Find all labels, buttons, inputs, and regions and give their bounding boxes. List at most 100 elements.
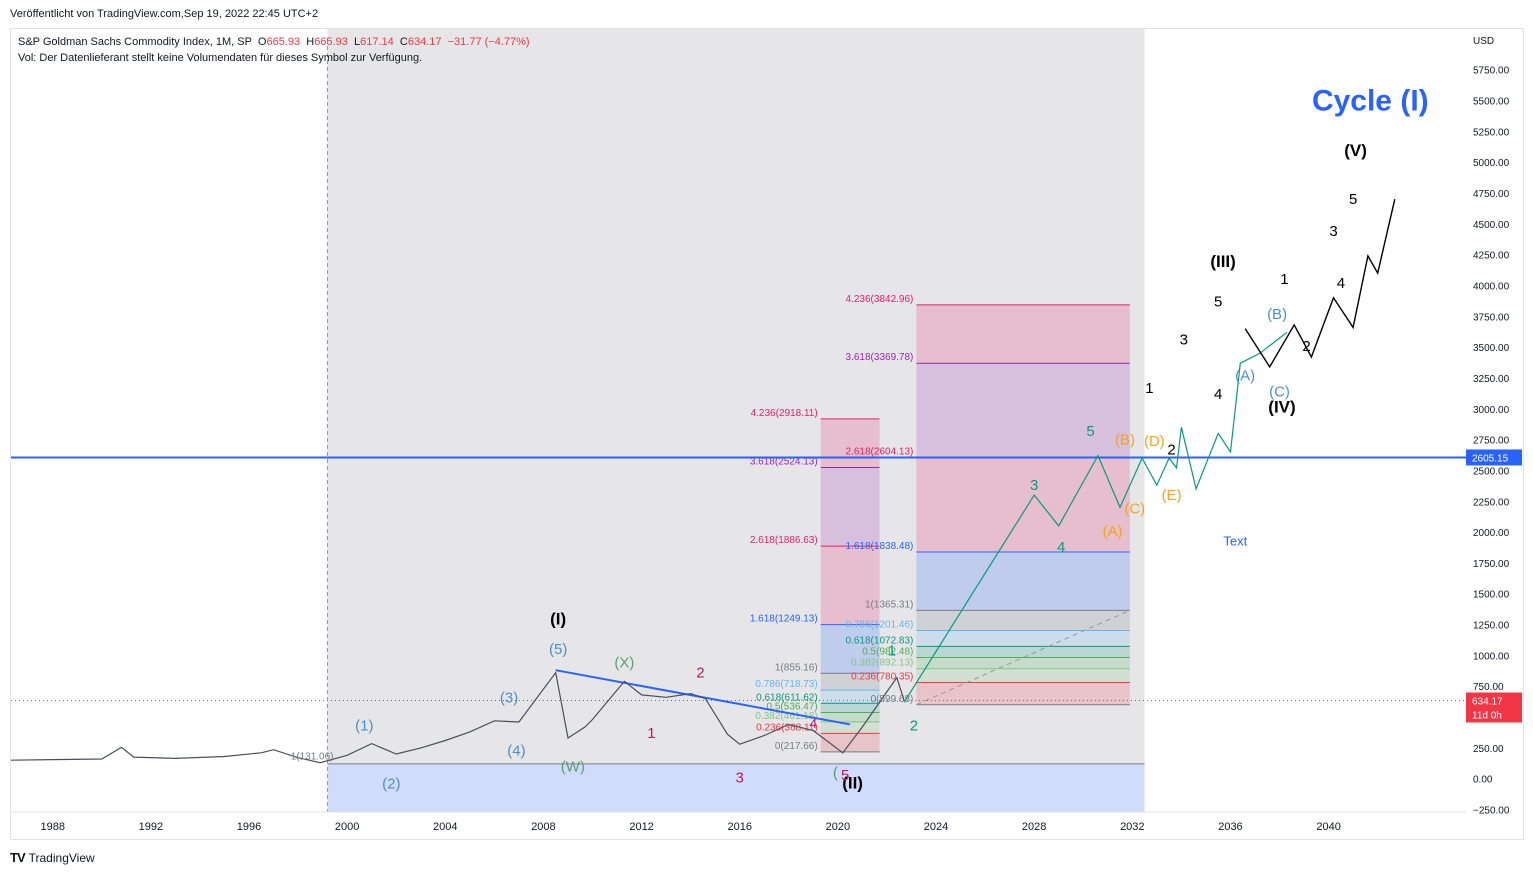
currency-label: USD <box>1473 36 1494 47</box>
wave-label: 2 <box>1167 441 1175 458</box>
wave-label: 3 <box>1030 477 1038 494</box>
wave-label: 4 <box>810 716 817 731</box>
published-note: Veröffentlicht von TradingView.com,Sep 1… <box>10 8 319 20</box>
last-price-tag <box>1466 692 1522 723</box>
x-tick-label: 2008 <box>531 821 555 833</box>
wave-label: 5 <box>1349 191 1357 208</box>
wave-label: (D) <box>1144 433 1165 450</box>
fib-right-level-label: 0.382(892.13) <box>851 658 913 669</box>
wave-label: (B) <box>1115 432 1135 449</box>
wave-label: (1) <box>355 718 373 735</box>
fib-right-level-label: 1(1365.31) <box>865 599 913 610</box>
x-tick-label: 2036 <box>1218 821 1242 833</box>
projection-path <box>903 331 1288 703</box>
fib-left-level-label: 0.618(611.62) <box>756 692 818 703</box>
fib-left-level-label: 3.618(2524.13) <box>750 456 818 467</box>
y-tick-label: 250.00 <box>1473 744 1504 755</box>
fib-right-level-label: 0.5(982.48) <box>862 647 913 658</box>
brand-name: TradingView <box>28 850 95 865</box>
wave-label: 1 <box>1280 271 1288 288</box>
wave-label: 1 <box>1145 380 1153 397</box>
wave-label: 2 <box>910 718 918 735</box>
fib-left-zone <box>820 467 880 547</box>
last-price-value: 634.17 <box>1472 697 1503 708</box>
fib-right-level-label: 0.618(1072.83) <box>846 635 914 646</box>
y-tick-label: −250.00 <box>1473 806 1510 817</box>
fib-left-level-label: 0.5(536.47) <box>767 702 818 713</box>
fib-right-zone <box>916 682 1130 705</box>
wave-label: 3 <box>1329 223 1337 240</box>
fib-left-level-label: 0.382(461.18) <box>755 711 817 722</box>
wave-label: ( <box>833 764 838 781</box>
wave-label: (C) <box>1124 501 1145 518</box>
wave-label: (W) <box>561 758 585 775</box>
wave-label: (I) <box>550 610 566 629</box>
wave-label: 4 <box>1337 275 1345 292</box>
y-tick-label: 4250.00 <box>1473 251 1510 262</box>
wave-label: (II) <box>842 774 863 793</box>
wave-label: (E) <box>1162 487 1182 504</box>
close-value: 634.17 <box>407 36 442 48</box>
y-tick-label: 5500.00 <box>1473 97 1510 108</box>
fib-right-zone <box>916 610 1130 631</box>
wave-label: Text <box>1223 534 1247 549</box>
y-tick-label: 750.00 <box>1473 682 1504 693</box>
fib-right-level-label: 4.236(3842.96) <box>846 294 914 305</box>
fib-left-level-label: 1(855.16) <box>775 662 818 673</box>
fib-left-level-label: 4.236(2918.11) <box>751 408 818 419</box>
y-tick-label: 4000.00 <box>1473 281 1510 292</box>
y-tick-label: 5250.00 <box>1473 127 1510 138</box>
fib-left-level-label: 0.236(368.11) <box>756 722 818 733</box>
fib-right-zone <box>916 304 1130 364</box>
symbol-name: S&P Goldman Sachs Commodity Index, 1M, S… <box>18 36 252 48</box>
wave-label: (2) <box>382 776 400 793</box>
wave-label: (A) <box>1235 367 1255 384</box>
wave-label: (5) <box>549 641 567 658</box>
wave-label: (B) <box>1267 306 1287 323</box>
low-value: 617.14 <box>360 36 394 48</box>
high-label: H <box>306 36 315 48</box>
wave-label: (X) <box>614 655 634 672</box>
fib-right-zone <box>916 630 1130 647</box>
x-tick-label: 2012 <box>629 821 653 833</box>
tradingview-logo[interactable]: TV TradingView <box>10 850 95 865</box>
wave-label: (IV) <box>1268 397 1295 416</box>
fib-left-level-label: 2.618(1886.63) <box>750 535 818 546</box>
fib-left-zone <box>820 703 880 713</box>
horizontal-line-value: 2605.15 <box>1472 453 1509 464</box>
y-tick-label: 5000.00 <box>1473 158 1510 169</box>
wave-label-layer: 1(131.06)Cycle (I)(V)53412(III)53412(IV)… <box>291 84 1429 792</box>
fib-left-zone <box>820 624 880 674</box>
fib-right-zone <box>916 657 1130 669</box>
y-tick-label: 3500.00 <box>1473 343 1510 354</box>
fib-left-level-label: 0.786(718.73) <box>755 679 817 690</box>
x-tick-label: 1996 <box>237 821 261 833</box>
wave-label: 5 <box>1086 423 1094 440</box>
fib-right-zone <box>916 646 1130 658</box>
y-tick-label: 2750.00 <box>1473 436 1510 447</box>
y-tick-label: 2250.00 <box>1473 497 1510 508</box>
tradingview-logo-icon: TV <box>10 850 26 865</box>
y-tick-label: 5750.00 <box>1473 66 1510 77</box>
gray-region <box>327 29 1145 764</box>
price-series <box>10 671 905 764</box>
fib-left-zone <box>820 721 880 734</box>
fib-left-level-label: 0(217.66) <box>775 741 818 752</box>
last-price-countdown: 11d 0h <box>1472 711 1502 722</box>
fib-right-zone <box>916 363 1130 458</box>
background-layer <box>327 29 1145 812</box>
blue-band <box>327 763 1145 812</box>
fib-layer: 4.236(2918.11) 3.618(2524.13) 2.618(1886.6… <box>750 294 1131 753</box>
x-tick-label: 2004 <box>433 821 457 833</box>
fib-right-zone <box>916 552 1130 611</box>
fib-diagonal <box>916 609 1131 706</box>
high-value: 665.93 <box>314 36 348 48</box>
wave-label: 2 <box>696 665 704 682</box>
fib-left-zone <box>820 418 880 468</box>
y-tick-label: 1750.00 <box>1473 559 1510 570</box>
wave-label: 1 <box>888 642 896 659</box>
y-tick-label: 2000.00 <box>1473 528 1510 539</box>
fib-right-level-label: 0.236(780.35) <box>851 671 913 682</box>
fib-right-level-label: 0(599.68) <box>871 694 914 705</box>
